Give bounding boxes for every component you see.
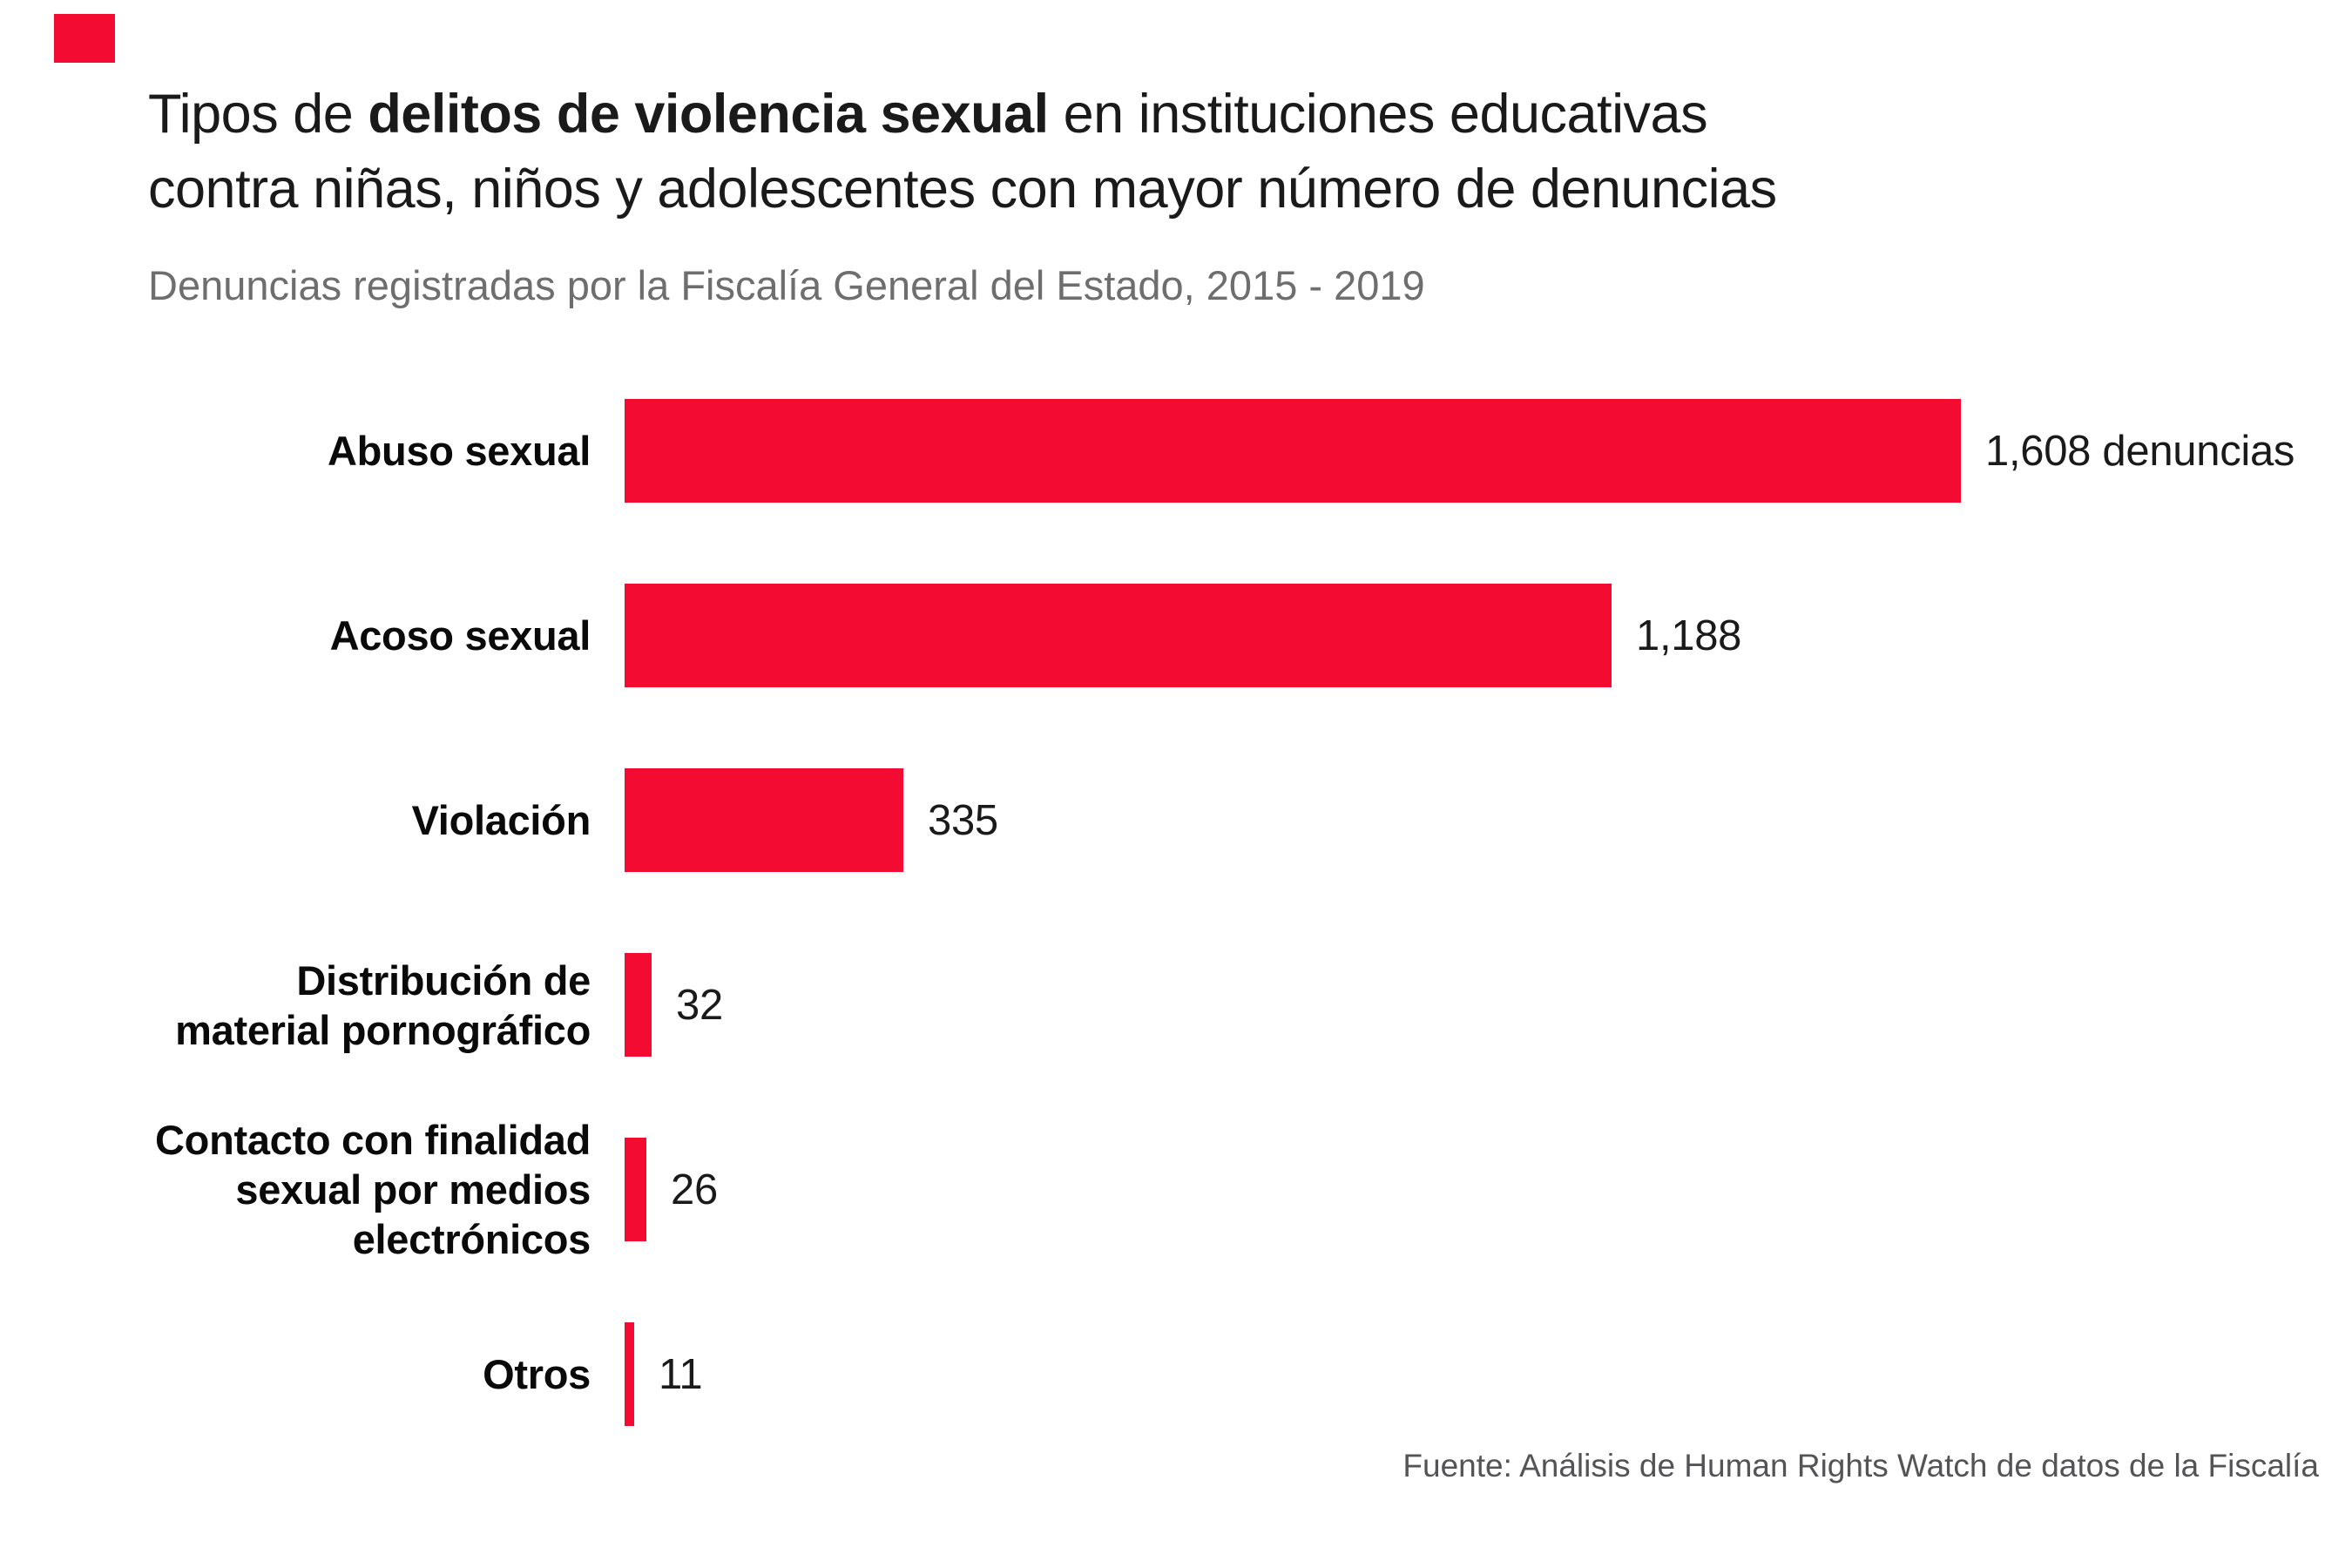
- bar-category-label-line: Violación: [411, 797, 591, 843]
- bar-category-label: Abuso sexual: [0, 426, 591, 476]
- chart-subtitle: Denuncias registradas por la Fiscalía Ge…: [148, 262, 1425, 308]
- bar-category-label-line: Contacto con finalidad: [155, 1117, 591, 1163]
- chart-row: Acoso sexual 1,188: [0, 584, 2352, 687]
- bar-category-label-line: electrónicos: [352, 1216, 591, 1262]
- bar-category-label: Violación: [0, 795, 591, 845]
- title-regular-text: en instituciones educativas: [1048, 84, 1708, 145]
- bar-value-label: 32: [676, 981, 723, 1029]
- bar-track: 26: [625, 1138, 2352, 1241]
- bar-category-label: Otros: [0, 1349, 591, 1399]
- bar-category-label-line: Acoso sexual: [329, 612, 591, 659]
- bar-value-label: 1,608 denuncias: [1985, 427, 2295, 475]
- bar-category-label: Acoso sexual: [0, 611, 591, 660]
- chart-row: Distribución de material pornográfico 32: [0, 953, 2352, 1057]
- bar-category-label: Distribución de material pornográfico: [0, 956, 591, 1055]
- bar: [625, 953, 652, 1057]
- bar-track: 1,608 denuncias: [625, 399, 2352, 503]
- bar-category-label-line: Distribución de: [296, 956, 591, 1004]
- title-bold-text: delitos de violencia sexual: [368, 84, 1049, 145]
- bar-value-label: 1,188: [1636, 612, 1742, 659]
- bar-track: 1,188: [625, 584, 2352, 687]
- bar-category-label-line: Abuso sexual: [328, 428, 591, 474]
- bar-value-label: 26: [671, 1166, 718, 1213]
- chart-row: Abuso sexual 1,608 denuncias: [0, 399, 2352, 503]
- title-regular-text: Tipos de: [148, 84, 368, 145]
- bar-value-label: 11: [659, 1350, 703, 1398]
- chart-row: Otros 11: [0, 1322, 2352, 1426]
- bar: [625, 768, 903, 872]
- bar-track: 335: [625, 768, 2352, 872]
- bar: [625, 1138, 646, 1241]
- bar-track: 32: [625, 953, 2352, 1057]
- chart-title: Tipos de delitos de violencia sexual en …: [148, 77, 2108, 226]
- brand-logo-mark: [54, 14, 115, 63]
- chart-row: Contacto con finalidad sexual por medios e…: [0, 1117, 2352, 1262]
- bar-category-label-line: sexual por medios: [235, 1166, 591, 1213]
- bar-category-label: Contacto con finalidad sexual por medios e…: [0, 1115, 591, 1264]
- chart-title-line2: contra niñas, niños y adolescentes con m…: [148, 159, 1777, 220]
- bar: [625, 399, 1961, 503]
- bar-track: 11: [625, 1322, 2352, 1426]
- chart-row: Violación 335: [0, 768, 2352, 872]
- bar: [625, 584, 1612, 687]
- source-note: Fuente: Análisis de Human Rights Watch d…: [1402, 1448, 2319, 1484]
- chart-title-line1: Tipos de delitos de violencia sexual en …: [148, 77, 2108, 152]
- bar-category-label-line: Otros: [483, 1351, 591, 1397]
- bar-chart: Abuso sexual 1,608 denuncias Acoso sexual 1…: [0, 399, 2352, 1507]
- bar: [625, 1322, 634, 1426]
- bar-category-label-line: material pornográfico: [175, 1006, 591, 1053]
- bar-value-label: 335: [928, 796, 998, 844]
